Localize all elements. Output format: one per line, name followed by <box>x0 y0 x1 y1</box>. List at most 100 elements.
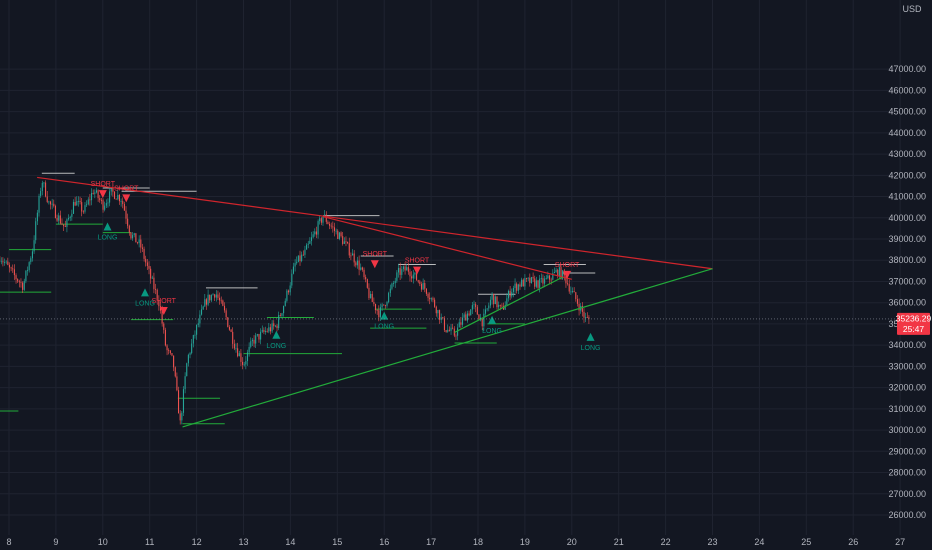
y-tick-label: 33000.00 <box>888 361 926 371</box>
candle-body <box>145 258 147 263</box>
candle-body <box>411 276 413 279</box>
candle-body <box>261 329 263 332</box>
candle-body <box>306 244 308 250</box>
candle-body <box>373 302 375 304</box>
candle-body <box>481 317 483 327</box>
candle-body <box>521 279 523 287</box>
candle-body <box>125 210 127 219</box>
candle-body <box>438 310 441 320</box>
long-arrow-icon <box>141 288 150 297</box>
candle-body <box>450 327 452 331</box>
x-tick-label: 24 <box>754 537 764 547</box>
long-signal-label: LONG <box>374 324 394 331</box>
candle-body <box>3 262 6 264</box>
current-price-label: 35236.29 <box>896 313 932 323</box>
x-tick-label: 23 <box>707 537 717 547</box>
candle-body <box>43 182 45 184</box>
candle-body <box>537 280 539 288</box>
candle-body <box>424 283 426 289</box>
candle-body <box>17 279 19 282</box>
y-tick-label: 38000.00 <box>888 255 926 265</box>
candle-body <box>197 323 199 325</box>
candle-body <box>68 218 70 220</box>
y-tick-label: 47000.00 <box>888 64 926 74</box>
candle-body <box>196 324 198 335</box>
candle-body <box>28 262 30 271</box>
candle-body <box>217 294 219 298</box>
candle-body <box>286 290 288 301</box>
candle-body <box>437 310 439 314</box>
candle-body <box>38 195 40 213</box>
candle-body <box>18 281 20 283</box>
candle-body <box>194 334 196 336</box>
candle-body <box>391 283 393 289</box>
candle-body <box>429 297 431 300</box>
candle-body <box>507 290 510 299</box>
y-tick-label: 40000.00 <box>888 213 926 223</box>
candle-body <box>220 300 222 302</box>
candle-body <box>90 193 93 201</box>
candle-body <box>79 200 81 203</box>
candle-body <box>297 255 299 262</box>
candle-body <box>567 283 569 285</box>
candle-body <box>207 294 209 305</box>
candle-body <box>69 216 71 219</box>
candle-body <box>420 283 423 290</box>
candle-body <box>199 314 201 324</box>
candle-body <box>49 201 52 205</box>
long-signal-label: LONG <box>135 300 155 307</box>
candle-body <box>186 363 188 377</box>
candle-body <box>358 260 360 270</box>
price-badge: 35236.29 25:47 <box>896 312 932 335</box>
candle-body <box>200 309 203 315</box>
candle-body <box>120 201 122 202</box>
candle-body <box>284 300 286 306</box>
candle-body <box>104 205 106 210</box>
candle-body <box>184 376 186 390</box>
short-signal-label: SHORT <box>152 298 177 305</box>
y-tick-label: 36000.00 <box>888 298 926 308</box>
candle-body <box>412 274 414 279</box>
candle-body <box>576 299 578 304</box>
candle-body <box>366 279 368 288</box>
candle-body <box>136 242 139 244</box>
candle-body <box>329 223 331 226</box>
candle-body <box>299 255 301 261</box>
candle-body <box>0 261 2 263</box>
candle-body <box>342 236 344 244</box>
candle-body <box>294 263 296 267</box>
candle-body <box>312 234 314 238</box>
candle-body <box>317 221 319 235</box>
candle-body <box>179 413 181 421</box>
candle-body <box>130 232 132 239</box>
long-arrow-icon <box>586 332 595 341</box>
short-signal-label: SHORT <box>555 262 580 269</box>
chart-grid <box>0 0 901 535</box>
candle-body <box>468 313 470 316</box>
candle-body <box>210 295 212 301</box>
candle-body <box>278 315 280 329</box>
candle-body <box>465 314 467 321</box>
candle-body <box>102 200 104 210</box>
candle-body <box>94 192 96 194</box>
candle-body <box>25 270 27 282</box>
candle-body <box>118 195 120 202</box>
candle-body <box>36 212 38 222</box>
candle-body <box>350 255 352 257</box>
candle-body <box>242 361 244 365</box>
y-tick-label: 41000.00 <box>888 192 926 202</box>
candle-body <box>301 254 303 261</box>
candle-body <box>404 266 406 271</box>
candle-body <box>2 261 4 263</box>
candle-body <box>45 182 47 197</box>
candle-body <box>20 282 22 284</box>
candle-body <box>498 304 500 308</box>
time-axis[interactable]: 8 9 10 11 12 13 14 15 16 17 18 19 20 21 22 23 24 25 26 27 <box>6 537 905 547</box>
x-tick-label: 20 <box>567 537 577 547</box>
candle-body <box>250 341 252 347</box>
candle-body <box>396 272 398 281</box>
candle-body <box>322 216 324 223</box>
candle-body <box>296 261 298 264</box>
